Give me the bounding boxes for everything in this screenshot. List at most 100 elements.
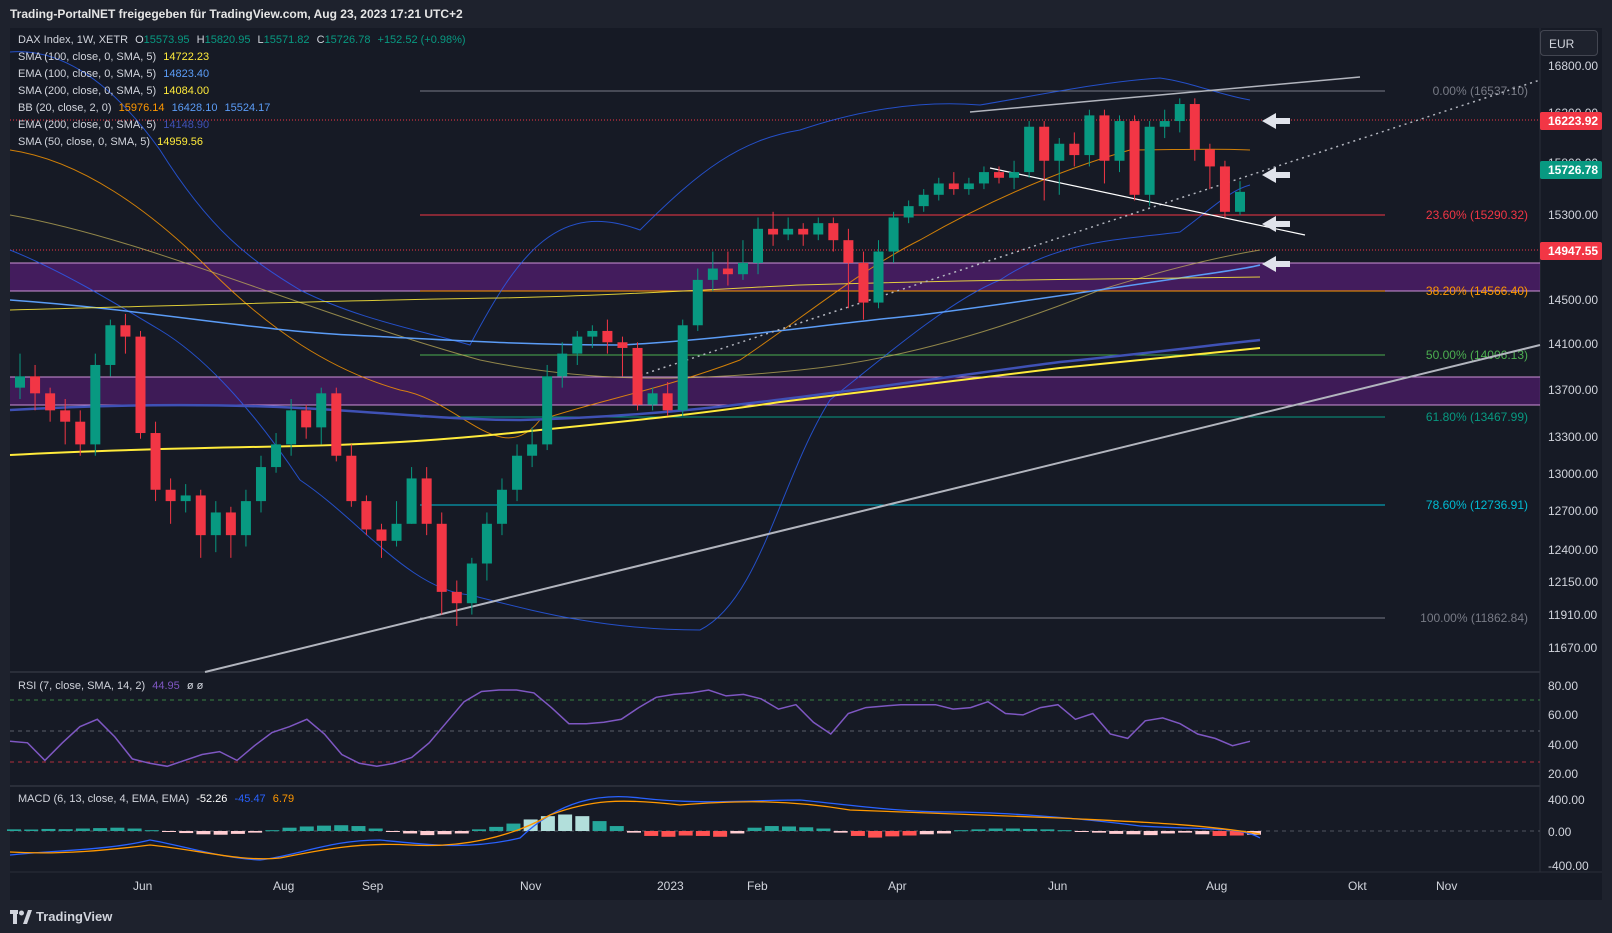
candle-body xyxy=(1024,126,1035,173)
currency-button[interactable]: EUR xyxy=(1540,30,1598,56)
candle-body xyxy=(286,410,297,445)
macd-histogram-bar xyxy=(506,823,521,831)
macd-histogram-bar xyxy=(248,831,263,833)
candle-body xyxy=(180,495,191,502)
candle-body xyxy=(1174,104,1185,122)
macd-histogram-bar xyxy=(41,828,56,831)
candle-body xyxy=(1009,172,1020,178)
candle-body xyxy=(135,336,146,434)
bb-basis xyxy=(9,148,1251,439)
indicator-legend-bb[interactable]: BB (20, close, 2, 0) 15976.14 16428.10 1… xyxy=(18,102,270,114)
candle-body xyxy=(165,489,176,502)
rsi-legend[interactable]: RSI (7, close, SMA, 14, 2) 44.95 ø ø xyxy=(18,680,203,692)
price-tick: 14500.00 xyxy=(1548,293,1598,307)
macd-histogram-bar xyxy=(58,829,73,831)
macd-histogram-bar xyxy=(334,825,349,831)
footer: TradingView xyxy=(0,900,1612,933)
candle-body xyxy=(105,325,116,365)
indicator-label: SMA (200, close, 0, SMA, 5) xyxy=(18,85,157,97)
chart-canvas[interactable]: 0.00% (16537.10) 23.60% (15290.32) 38.20… xyxy=(0,0,1612,900)
annotation-arrows xyxy=(1262,113,1290,272)
macd-histogram-bar xyxy=(661,831,676,837)
price-axis[interactable]: 16800.00 16200.00 15800.00 15300.00 1450… xyxy=(1540,59,1602,655)
candlestick-series[interactable] xyxy=(15,98,1245,626)
macd-histogram-bar xyxy=(782,826,796,831)
macd-histogram-bar xyxy=(1126,831,1141,835)
fib-label-23.6: 23.60% (15290.32) xyxy=(1426,208,1528,222)
candle-body xyxy=(60,410,71,422)
candle-body xyxy=(1129,121,1140,195)
price-tick: 13700.00 xyxy=(1548,383,1598,397)
candle-body xyxy=(707,268,718,280)
ohlc-open: 15573.95 xyxy=(143,34,190,46)
candle-body xyxy=(662,393,673,411)
candle-body xyxy=(15,376,25,388)
channel-lower-line[interactable] xyxy=(989,167,1306,236)
time-tick: Aug xyxy=(1206,879,1227,893)
long-term-trendline[interactable] xyxy=(204,344,1541,673)
candle-body xyxy=(888,217,899,252)
macd-histogram-bar xyxy=(1143,831,1158,836)
macd-histogram-bar xyxy=(472,829,486,831)
time-tick: Nov xyxy=(1436,879,1457,893)
macd-histogram xyxy=(7,814,1261,838)
candle-body xyxy=(240,501,251,536)
macd-histogram-bar xyxy=(575,816,590,831)
macd-histogram-bar xyxy=(144,830,159,832)
candle-body xyxy=(768,228,779,235)
fib-label-61.8: 61.80% (13467.99) xyxy=(1426,410,1528,424)
indicator-legend-sma100[interactable]: SMA (100, close, 0, SMA, 5) 14722.23 xyxy=(18,51,209,63)
fib-label-78.6: 78.60% (12736.91) xyxy=(1426,498,1528,512)
indicator-legend-sma200[interactable]: SMA (200, close, 0, SMA, 5) 14084.00 xyxy=(18,85,209,97)
price-tick: 16800.00 xyxy=(1548,59,1598,73)
indicator-legend-ema100[interactable]: EMA (100, close, 0, SMA, 5) 14823.40 xyxy=(18,68,209,80)
macd-histogram-bar xyxy=(179,831,194,834)
indicator-legend-ema200[interactable]: EMA (200, close, 0, SMA, 5) 14148.90 xyxy=(18,119,209,131)
macd-histogram-bar xyxy=(988,828,1003,831)
macd-legend[interactable]: MACD (6, 13, close, 4, EMA, EMA) -52.26 … xyxy=(18,793,294,805)
macd-histogram-bar xyxy=(678,831,693,836)
macd-histogram-bar xyxy=(558,814,573,831)
macd-histogram-bar xyxy=(816,828,831,831)
tradingview-icon xyxy=(10,909,32,924)
macd-histogram-bar xyxy=(213,831,228,835)
fibonacci-retracement[interactable]: 0.00% (16537.10) 23.60% (15290.32) 38.20… xyxy=(420,84,1528,625)
rsi-tick: 80.00 xyxy=(1548,679,1578,693)
macd-tick: 0.00 xyxy=(1548,825,1572,839)
ohlc-change: +152.52 (+0.98%) xyxy=(377,34,466,46)
macd-histogram-bar xyxy=(764,826,779,831)
time-axis[interactable]: Jun Aug Sep Nov 2023 Feb Apr Jun Aug Okt… xyxy=(133,879,1457,893)
candle-body xyxy=(677,325,688,411)
rsi-pane[interactable]: 80.00 60.00 40.00 20.00 xyxy=(9,679,1578,781)
candle-body xyxy=(90,364,101,445)
indicator-legend-sma50[interactable]: SMA (50, close, 0, SMA, 5) 14959.56 xyxy=(18,136,203,148)
candle-body xyxy=(225,512,236,536)
candle-body xyxy=(692,279,703,326)
macd-histogram-bar xyxy=(1212,831,1227,836)
macd-histogram-bar xyxy=(747,827,762,831)
candle-body xyxy=(587,330,598,337)
price-tick: 12400.00 xyxy=(1548,543,1598,557)
macd-histogram-bar xyxy=(919,831,934,835)
macd-pane[interactable]: 400.00 0.00 -400.00 xyxy=(7,793,1589,873)
macd-histogram-bar xyxy=(1005,828,1020,831)
macd-histogram-bar xyxy=(850,831,865,836)
sma-50-line xyxy=(9,214,1261,379)
arrow-left-icon xyxy=(1262,113,1290,129)
macd-histogram-bar xyxy=(1023,828,1038,831)
candle-body xyxy=(361,501,372,530)
indicator-label: BB (20, close, 2, 0) xyxy=(18,102,112,114)
tradingview-logo[interactable]: TradingView xyxy=(10,909,112,924)
channel-upper-line[interactable] xyxy=(969,76,1361,113)
bb-lower-band xyxy=(9,184,1251,631)
ema-200-line xyxy=(9,338,1261,422)
indicator-label: EMA (200, close, 0, SMA, 5) xyxy=(18,119,157,131)
macd-histogram-bar xyxy=(1178,831,1193,833)
price-badge-text: 16223.92 xyxy=(1548,114,1598,128)
dotted-trendline[interactable] xyxy=(634,79,1541,378)
macd-tick: -400.00 xyxy=(1548,859,1589,873)
macd-histogram-bar xyxy=(196,831,211,835)
symbol-legend[interactable]: DAX Index, 1W, XETR O15573.95 H15820.95 … xyxy=(18,34,466,46)
candle-body xyxy=(858,262,869,303)
macd-histogram-bar xyxy=(644,831,659,836)
